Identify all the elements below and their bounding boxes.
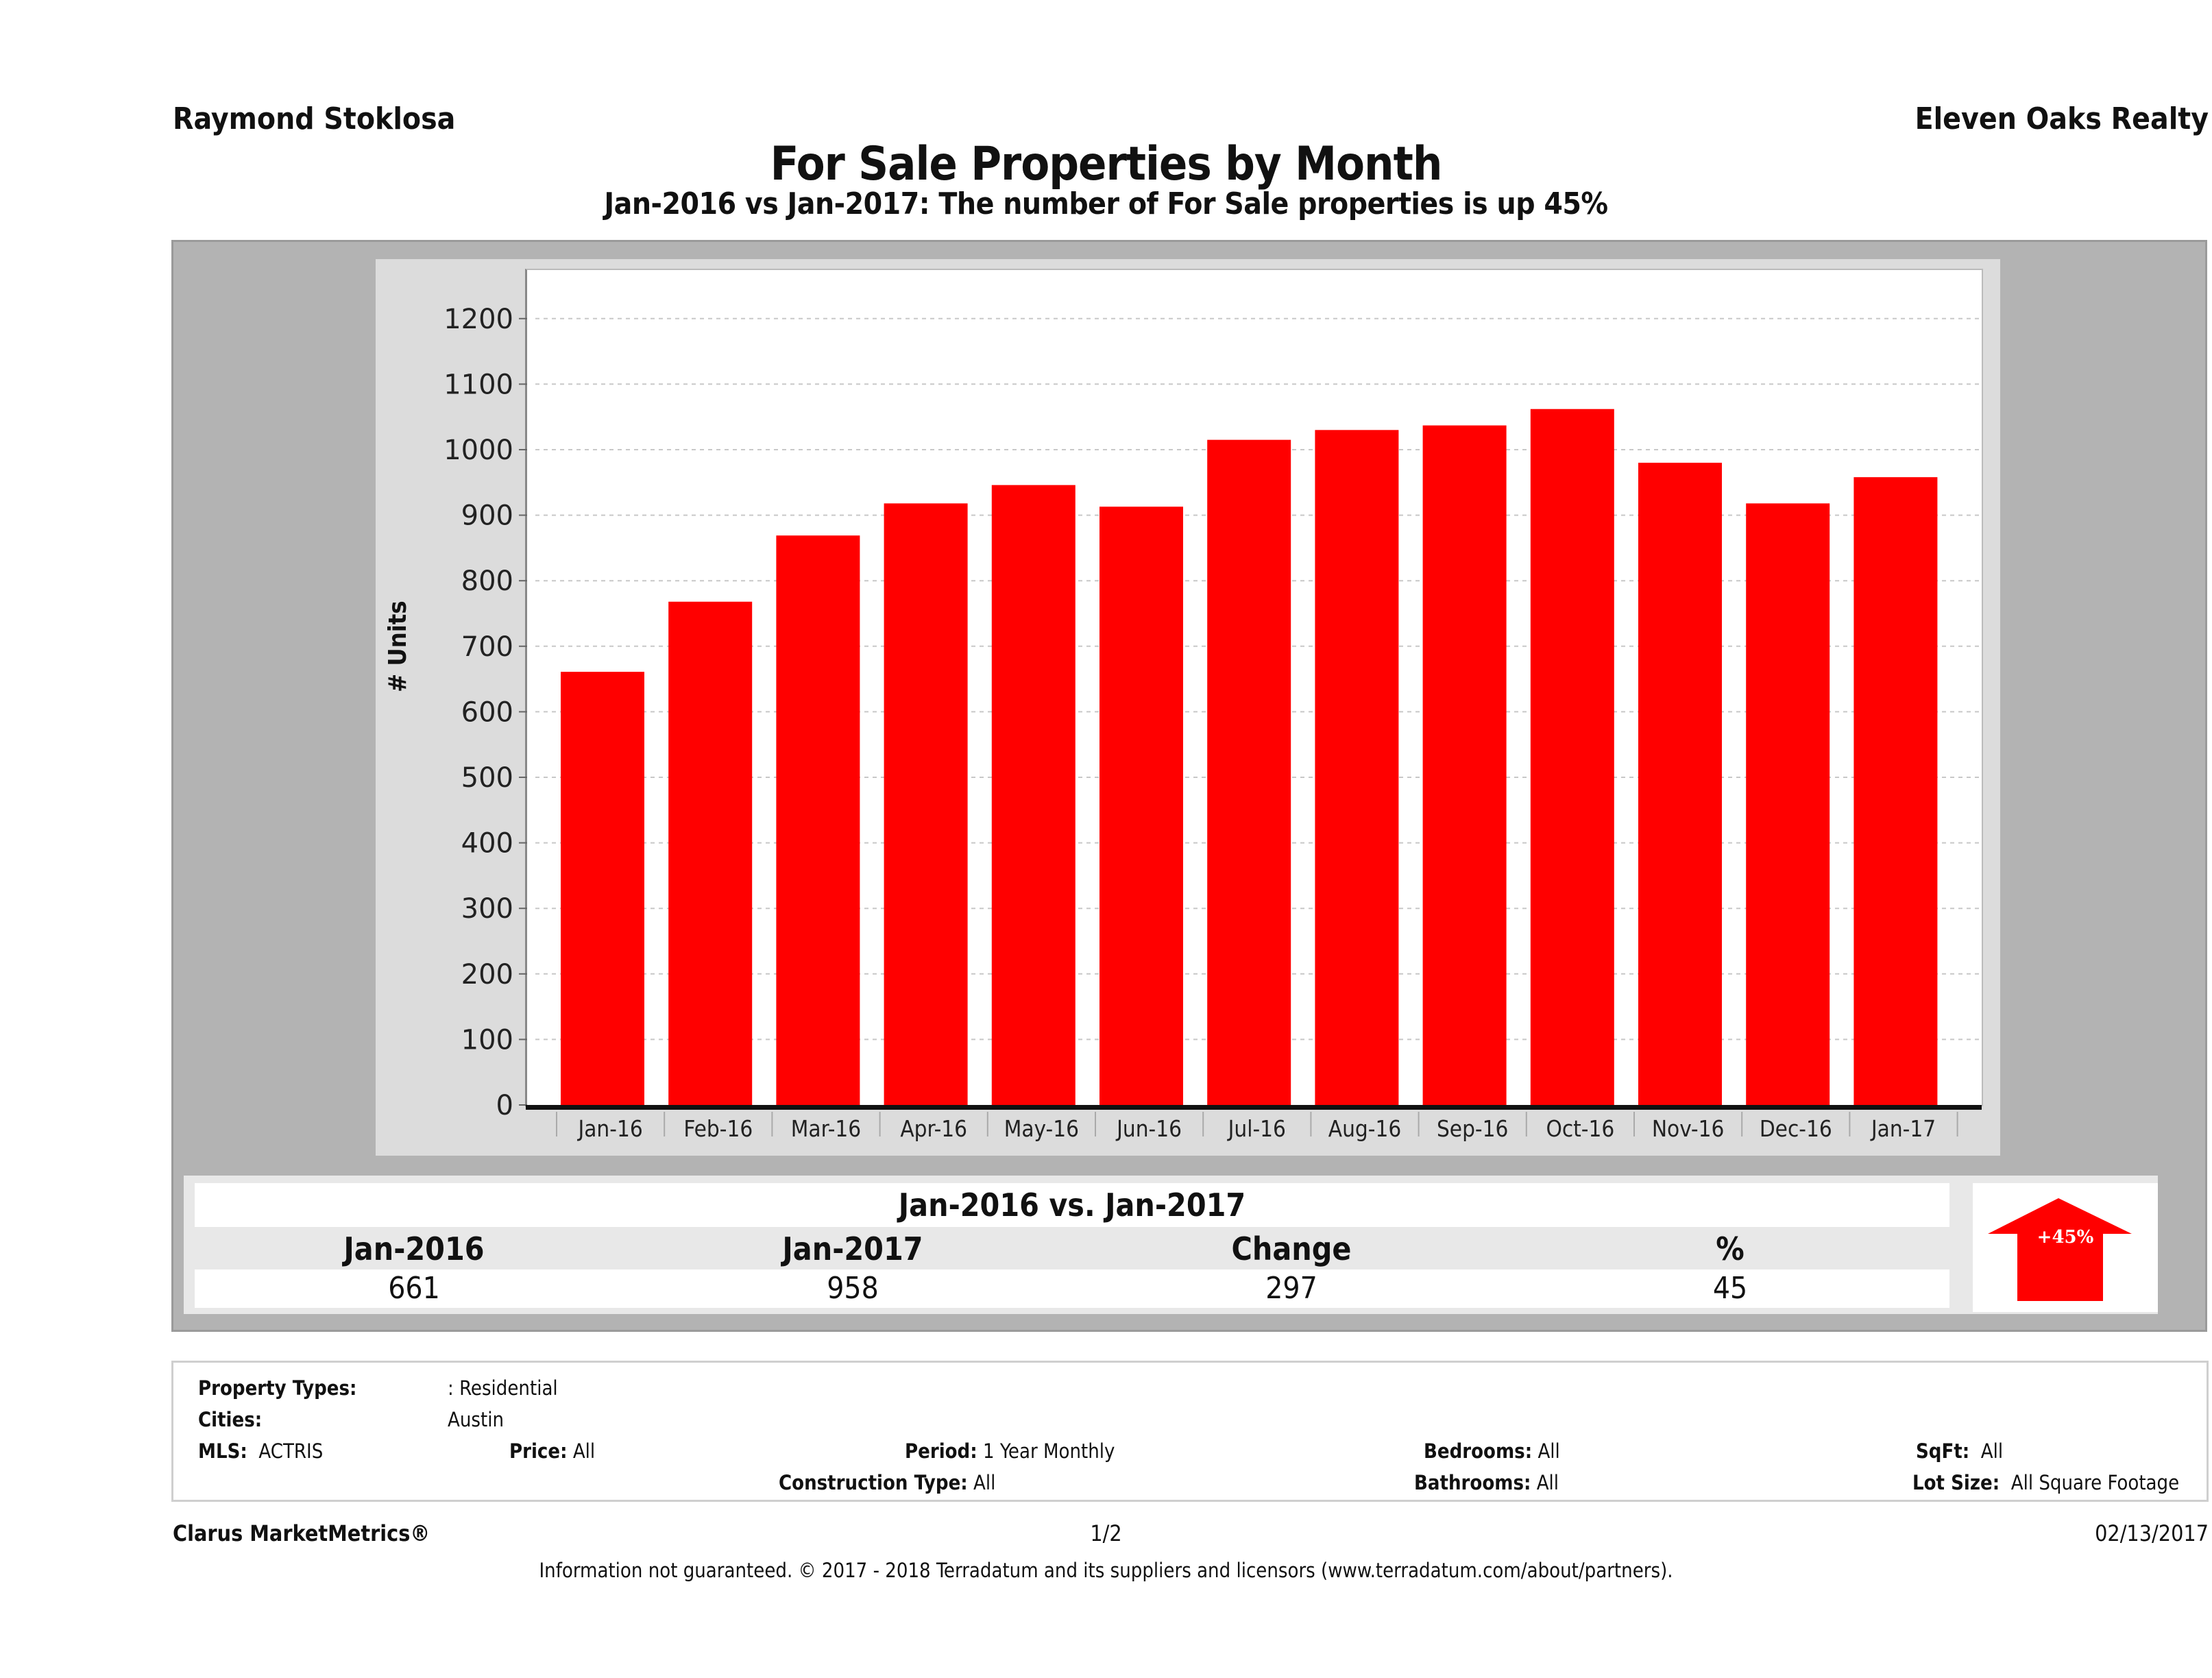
filter-property-types-value: : Residential xyxy=(448,1376,558,1400)
comparison-title: Jan-2016 vs. Jan-2017 xyxy=(195,1183,1949,1227)
bar-may-16 xyxy=(991,485,1075,1105)
bar-jan-17 xyxy=(1854,477,1938,1105)
x-axis-line xyxy=(526,1105,1982,1110)
y-tick-label: 700 xyxy=(461,631,513,663)
x-tick-label: Mar-16 xyxy=(791,1115,861,1142)
x-tick-label: Jul-16 xyxy=(1227,1115,1286,1142)
x-tick-label: Feb-16 xyxy=(683,1115,753,1142)
bar-jul-16 xyxy=(1207,439,1291,1105)
report-title: For Sale Properties by Month xyxy=(770,137,1443,191)
bar-oct-16 xyxy=(1530,409,1614,1105)
filter-price: Price: All xyxy=(509,1439,596,1463)
x-tick-label: Jan-16 xyxy=(576,1115,642,1142)
filter-bathrooms: Bathrooms: All xyxy=(1414,1471,1559,1494)
y-tick-label: 600 xyxy=(461,696,513,728)
x-tick-label: Jun-16 xyxy=(1115,1115,1182,1142)
x-tick-label: Dec-16 xyxy=(1760,1115,1832,1142)
comparison-header-row: Jan-2016 Jan-2017 Change % xyxy=(195,1228,1949,1269)
change-badge-label: +45% xyxy=(2037,1227,2094,1248)
value-jan-2017: 958 xyxy=(827,1271,879,1306)
filter-period: Period: 1 Year Monthly xyxy=(905,1439,1115,1463)
x-tick-label: Sep-16 xyxy=(1437,1115,1508,1142)
filter-bedrooms: Bedrooms: All xyxy=(1424,1439,1560,1463)
bar-aug-16 xyxy=(1315,430,1399,1105)
filter-sqft: SqFt: All xyxy=(1916,1439,2004,1463)
filter-mls: MLS: ACTRIS xyxy=(198,1439,324,1463)
y-tick-label: 100 xyxy=(461,1024,513,1056)
x-tick-label: Aug-16 xyxy=(1328,1115,1401,1142)
agent-name: Raymond Stoklosa xyxy=(173,101,456,136)
bar-nov-16 xyxy=(1638,463,1722,1105)
filter-lot-size: Lot Size: All Square Footage xyxy=(1912,1471,2180,1494)
x-tick-label: Nov-16 xyxy=(1652,1115,1725,1142)
y-tick-label: 500 xyxy=(461,762,513,794)
y-tick-label: 1000 xyxy=(443,435,513,466)
x-axis: Jan-16 Feb-16 Mar-16 Apr-16 May-16 Jun-16 Jul-… xyxy=(526,1105,1982,1142)
bar-feb-16 xyxy=(668,601,753,1105)
bar-sep-16 xyxy=(1422,425,1507,1105)
header-jan-2016: Jan-2016 xyxy=(343,1230,485,1267)
y-tick-label: 200 xyxy=(461,959,513,990)
value-percent: 45 xyxy=(1712,1271,1748,1306)
bar-jun-16 xyxy=(1099,507,1183,1105)
bars xyxy=(561,409,1938,1105)
y-tick-label: 0 xyxy=(496,1090,513,1121)
filter-construction-type: Construction Type: All xyxy=(779,1471,996,1494)
x-tick-label: Oct-16 xyxy=(1546,1115,1614,1142)
filter-property-types: Property Types: xyxy=(198,1376,357,1400)
bar-dec-16 xyxy=(1746,503,1830,1105)
header-jan-2017: Jan-2017 xyxy=(782,1230,923,1267)
report-subtitle: Jan-2016 vs Jan-2017: The number of For … xyxy=(604,186,1608,221)
y-tick-label: 1100 xyxy=(443,369,513,400)
filter-criteria: Property Types: : Residential Cities: Au… xyxy=(171,1361,2209,1502)
bar-mar-16 xyxy=(776,535,860,1105)
y-tick-label: 1200 xyxy=(443,304,513,335)
bar-jan-16 xyxy=(561,672,644,1105)
header-percent: % xyxy=(1716,1230,1745,1267)
x-tick-label: Apr-16 xyxy=(900,1115,967,1142)
y-tick-label: 800 xyxy=(461,566,513,597)
report-date: 02/13/2017 xyxy=(2095,1520,2209,1546)
x-tick-label: May-16 xyxy=(1004,1115,1079,1142)
footer-brand: Clarus MarketMetrics® xyxy=(173,1520,430,1546)
y-tick-label: 300 xyxy=(461,893,513,925)
up-arrow-icon xyxy=(1988,1198,2132,1301)
comparison-values-row: 661 958 297 45 xyxy=(195,1269,1949,1308)
y-axis-ticks: 0 100 200 300 400 500 600 700 800 900 1000 1100 1200 xyxy=(443,304,527,1121)
header-change: Change xyxy=(1231,1230,1352,1267)
disclaimer: Information not guaranteed. © 2017 - 201… xyxy=(539,1559,1673,1582)
value-change: 297 xyxy=(1265,1271,1317,1306)
office-name: Eleven Oaks Realty xyxy=(1915,101,2209,136)
y-tick-label: 900 xyxy=(461,500,513,532)
bar-apr-16 xyxy=(884,503,968,1105)
page-number: 1/2 xyxy=(1090,1520,1122,1546)
filter-cities: Cities: xyxy=(198,1408,263,1431)
y-tick-label: 400 xyxy=(461,828,513,860)
change-badge xyxy=(1973,1183,2158,1312)
value-jan-2016: 661 xyxy=(388,1271,440,1306)
x-tick-label: Jan-17 xyxy=(1870,1115,1936,1142)
filter-cities-value: Austin xyxy=(448,1408,504,1431)
